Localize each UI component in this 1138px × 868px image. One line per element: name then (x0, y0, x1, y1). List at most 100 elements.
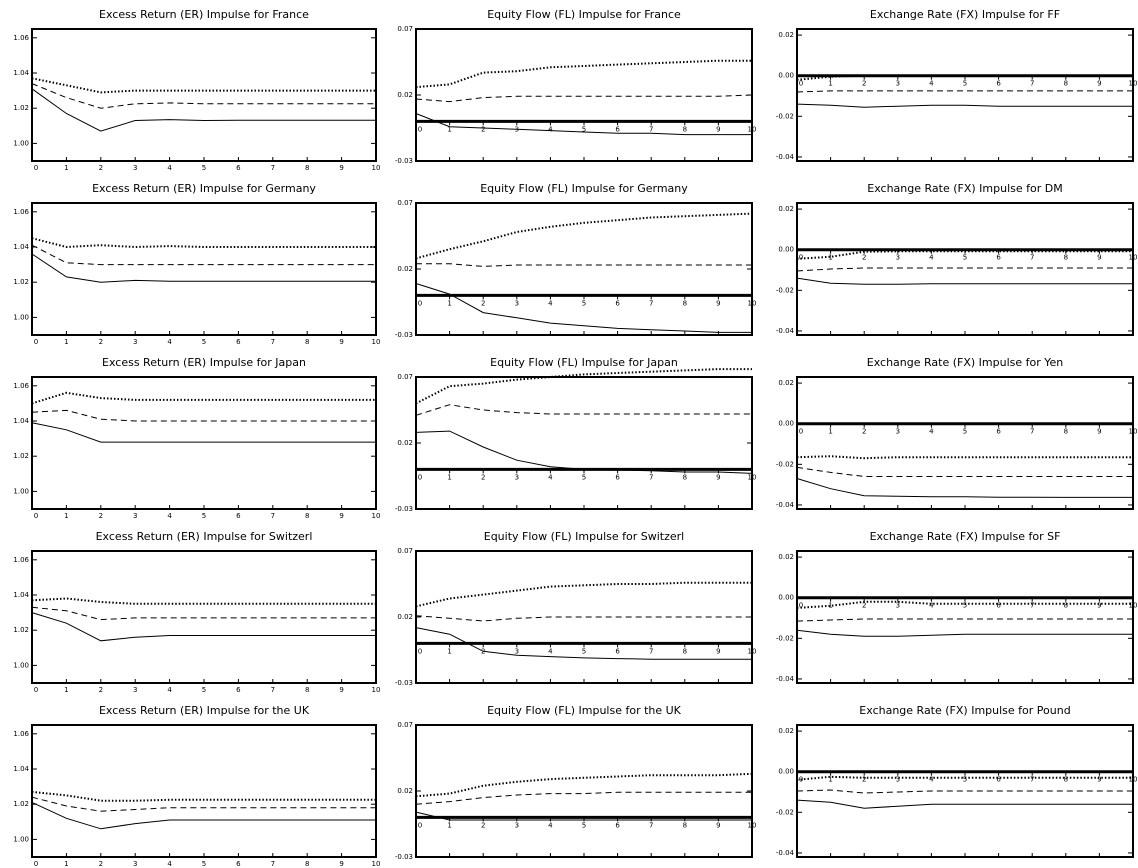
y-tick-label: -0.03 (395, 505, 413, 513)
x-tick-label: 4 (548, 473, 553, 481)
x-tick-label: 10 (372, 860, 381, 868)
series-line-lower (415, 811, 752, 821)
chart-panel-2: Equity Flow (FL) Impulse for France -0.03… (395, 8, 757, 165)
chart-panel-5: Equity Flow (FL) Impulse for Germany -0.0… (395, 182, 757, 339)
series-line-upper (31, 237, 376, 249)
x-tick-label: 8 (305, 164, 309, 172)
x-tick-label: 7 (1030, 80, 1034, 88)
series-line-upper (796, 600, 1133, 609)
x-tick-label: 3 (133, 512, 137, 520)
chart-title: Excess Return (ER) Impulse for the UK (99, 704, 310, 717)
x-tick-label: 10 (748, 125, 757, 133)
x-tick-label: 2 (481, 125, 485, 133)
x-tick-label: 10 (372, 164, 381, 172)
series-line-mid (796, 618, 1133, 622)
plot-frame (31, 202, 377, 336)
x-tick-label: 6 (996, 254, 1001, 262)
x-tick-label: 5 (963, 80, 967, 88)
series-line-mid (31, 796, 376, 812)
x-tick-label: 0 (799, 602, 803, 610)
x-tick-label: 3 (133, 338, 137, 346)
y-tick-label: 0.02 (778, 727, 794, 735)
x-tick-label: 5 (963, 776, 967, 784)
y-tick-label: 1.06 (13, 730, 29, 738)
x-tick-label: 10 (748, 299, 757, 307)
x-tick-label: 7 (649, 125, 653, 133)
y-tick-label: 1.00 (13, 139, 29, 147)
x-tick-label: 1 (447, 125, 451, 133)
y-tick-label: 0.02 (778, 31, 794, 39)
series-line-mid (31, 244, 376, 266)
y-tick-label: 0.02 (778, 379, 794, 387)
x-tick-label: 7 (649, 821, 653, 829)
x-tick-label: 4 (167, 164, 172, 172)
x-tick-label: 3 (133, 164, 137, 172)
x-tick-label: 4 (548, 299, 553, 307)
x-tick-label: 4 (167, 686, 172, 694)
x-tick-label: 0 (418, 125, 422, 133)
x-tick-label: 7 (271, 686, 275, 694)
series-line-mid (796, 789, 1133, 794)
y-tick-label: 1.02 (13, 800, 29, 808)
y-tick-label: 0.00 (778, 72, 794, 80)
x-tick-label: 6 (996, 80, 1001, 88)
x-tick-label: 9 (339, 686, 343, 694)
plot-frame (31, 724, 377, 858)
y-tick-label: 0.00 (778, 594, 794, 602)
x-tick-label: 9 (339, 512, 343, 520)
chart-title: Equity Flow (FL) Impulse for Switzerl (484, 530, 684, 543)
series-line-lower (31, 253, 376, 283)
x-tick-label: 10 (1129, 428, 1138, 436)
x-tick-label: 8 (305, 860, 309, 868)
chart-panel-10: Excess Return (ER) Impulse for Switzerl 1… (13, 530, 380, 694)
series-line-mid (796, 267, 1133, 272)
y-tick-label: 0.02 (397, 439, 413, 447)
x-tick-label: 3 (896, 776, 900, 784)
y-tick-label: 0.07 (397, 25, 413, 33)
x-tick-label: 2 (99, 860, 103, 868)
plot-frame (415, 376, 753, 510)
y-tick-label: 1.02 (13, 452, 29, 460)
x-tick-label: 7 (1030, 254, 1034, 262)
x-tick-label: 7 (1030, 602, 1034, 610)
series-line-lower (796, 799, 1133, 809)
x-tick-label: 10 (372, 686, 381, 694)
series-line-lower (415, 627, 752, 660)
series-line-lower (415, 430, 753, 474)
series-line-upper (796, 74, 1133, 81)
y-tick-label: 1.00 (13, 487, 29, 495)
y-tick-label: -0.02 (776, 808, 794, 816)
y-tick-label: 0.00 (778, 420, 794, 428)
x-tick-label: 3 (896, 254, 900, 262)
x-tick-label: 0 (34, 860, 38, 868)
x-tick-label: 5 (202, 512, 206, 520)
x-tick-label: 8 (1064, 428, 1068, 436)
x-tick-label: 7 (1030, 776, 1034, 784)
x-tick-label: 4 (548, 647, 553, 655)
x-tick-label: 5 (582, 299, 586, 307)
series-line-lower (796, 629, 1133, 637)
chart-panel-12: Exchange Rate (FX) Impulse for SF -0.04 -0… (776, 530, 1137, 684)
chart-panel-1: Excess Return (ER) Impulse for France 1.0… (13, 8, 380, 172)
x-tick-label: 5 (963, 254, 967, 262)
y-tick-label: 1.06 (13, 556, 29, 564)
y-tick-label: 1.04 (13, 765, 29, 773)
series-line-lower (796, 277, 1133, 285)
x-tick-label: 5 (202, 164, 206, 172)
x-tick-label: 4 (929, 428, 934, 436)
y-tick-label: 0.07 (397, 373, 413, 381)
x-tick-label: 4 (929, 602, 934, 610)
series-line-lower (415, 283, 752, 333)
x-tick-label: 5 (963, 428, 967, 436)
series-line-lower (31, 801, 376, 830)
x-tick-label: 5 (202, 686, 206, 694)
x-tick-label: 9 (716, 473, 720, 481)
x-tick-label: 9 (1097, 80, 1101, 88)
x-tick-label: 8 (683, 473, 687, 481)
x-tick-label: 0 (418, 473, 422, 481)
x-tick-label: 8 (683, 125, 687, 133)
x-tick-label: 9 (716, 125, 720, 133)
y-tick-label: -0.04 (776, 153, 795, 161)
chart-title: Exchange Rate (FX) Impulse for FF (870, 8, 1060, 21)
x-tick-label: 6 (996, 602, 1001, 610)
